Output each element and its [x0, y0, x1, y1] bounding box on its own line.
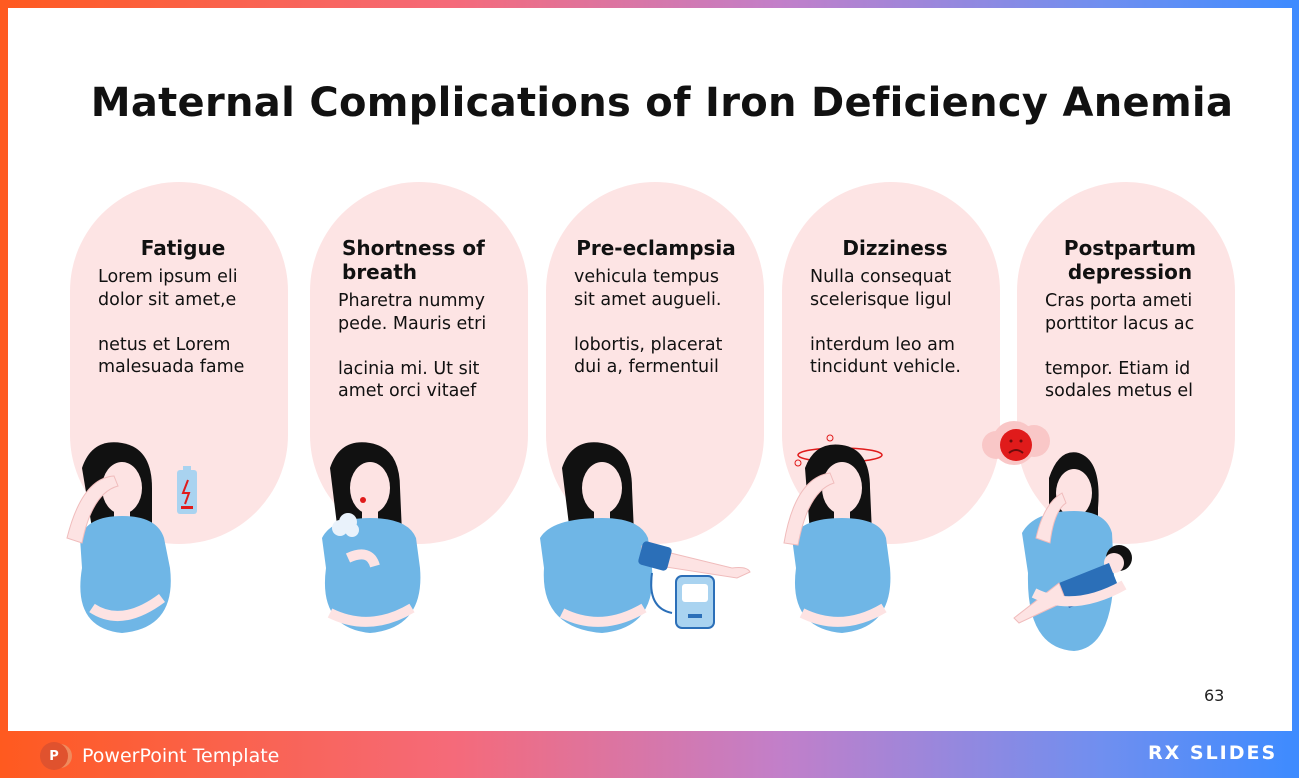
pregnant-woman-breath-illustration — [322, 442, 421, 633]
card-body: vehicula tempus sit amet augueli. lobort… — [574, 267, 723, 377]
card-body: Lorem ipsum eli dolor sit amet,e netus e… — [98, 267, 245, 377]
breath-cloud-icon — [332, 513, 359, 537]
fatigue-battery-icon — [177, 466, 197, 514]
card-body: Nulla consequat scelerisque ligul interd… — [810, 267, 961, 377]
card-title: Pre-eclampsia — [576, 236, 736, 260]
card-body: Pharetra nummy pede. Mauris etri lacinia… — [338, 291, 487, 401]
rx-slides-logo: RX SLIDES — [1148, 742, 1278, 764]
pregnant-woman-dizziness-illustration — [783, 434, 891, 633]
page-number: 63 — [1204, 686, 1225, 705]
page-title: Maternal Complications of Iron Deficienc… — [90, 80, 1234, 126]
footer-template-label: P PowerPoint Template — [40, 742, 279, 770]
sad-face-cloud-icon — [982, 421, 1050, 465]
card-postpartum-depression: Postpartum depression Cras porta ameti p… — [1017, 182, 1235, 544]
pregnant-woman-blood-pressure-illustration — [540, 442, 751, 633]
blood-pressure-monitor-icon — [638, 541, 715, 629]
card-title: Dizziness — [842, 236, 948, 260]
card-title: Fatigue — [140, 236, 226, 260]
slide: Maternal Complications of Iron Deficienc… — [8, 8, 1292, 731]
card-title: Postpartum depression — [1063, 236, 1197, 284]
pregnant-woman-fatigue-illustration — [66, 442, 197, 633]
card-pre-eclampsia: Pre-eclampsia vehicula tempus sit amet a… — [546, 182, 764, 544]
card-body: Cras porta ameti porttitor lacus ac temp… — [1045, 291, 1195, 401]
card-title: Shortness of breath — [342, 236, 485, 284]
powerpoint-icon: P — [40, 742, 68, 770]
footer-text: PowerPoint Template — [82, 745, 280, 767]
mother-with-baby-illustration — [982, 421, 1132, 651]
